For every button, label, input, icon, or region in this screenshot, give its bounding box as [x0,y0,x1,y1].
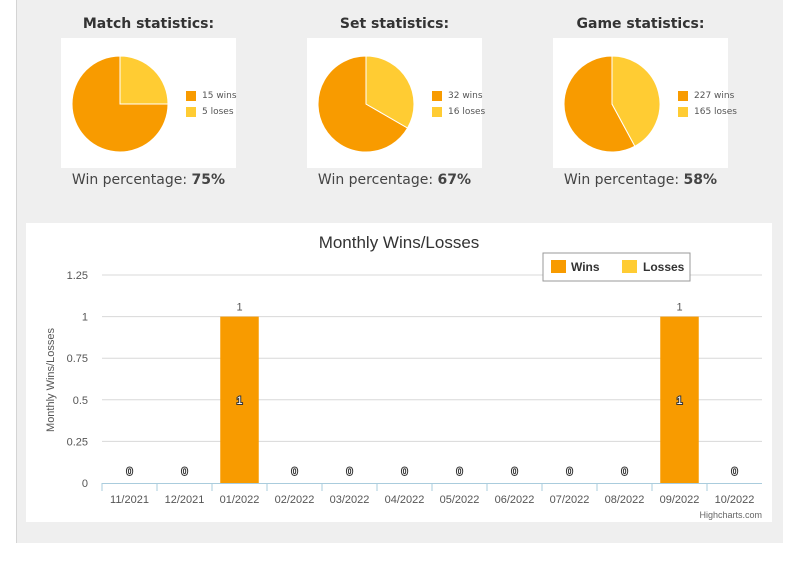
legend-losses-swatch [622,260,637,273]
set-pie-loses-slice[interactable] [365,55,415,129]
match-pie-loses-slice[interactable] [119,55,169,105]
match-legend-wins[interactable]: 15 wins [186,90,237,102]
bars [220,316,699,483]
set-pie-wins-slice[interactable] [317,55,409,153]
wins-bar[interactable] [220,316,259,483]
game-pie-loses-slice[interactable] [611,55,661,147]
highcharts-credit[interactable]: Highcharts.com [699,510,762,520]
game-pie-chart: 227 wins 165 loses [553,38,737,168]
match-loses-label: 5 loses [202,107,234,117]
x-tick-label: 08/2022 [605,494,645,506]
monthly-chart: Monthly Wins/Losses Monthly Wins/Losses … [26,223,772,522]
x-tick-label: 10/2022 [715,494,755,506]
y-axis-title: Monthly Wins/Losses [45,328,57,432]
bar-value-label: 0 [181,466,187,478]
x-tick-label: 11/2021 [110,494,149,506]
x-tick-label: 07/2022 [550,494,590,506]
bar-value-label: 0 [456,466,462,478]
legend-losses-label: Losses [643,260,685,274]
chart-title: Monthly Wins/Losses [319,233,480,252]
legend-wins-label: Wins [571,260,600,274]
match-pie-chart: 15 wins 5 loses [61,38,237,168]
game-loses-label: 165 loses [694,107,737,117]
y-tick-label: 0.75 [67,353,88,365]
game-pie-wins-slice[interactable] [563,55,636,153]
set-legend-loses[interactable]: 16 loses [432,106,485,118]
bar-value-label: 0 [346,466,352,478]
x-tick-label: 12/2021 [165,494,205,506]
win-percentage-label: Win percentage: [563,172,684,188]
stack-total-label: 1 [676,302,682,314]
win-percentage-label: Win percentage: [71,172,192,188]
set-win-percentage: Win percentage: 67% [277,172,512,188]
game-legend-loses[interactable]: 165 loses [678,106,737,118]
game-statistics-title: Game statistics: [576,16,705,32]
set-pie-chart: 32 wins 16 loses [307,38,485,168]
x-tick-label: 05/2022 [440,494,480,506]
axes: 0 0.25 0.5 0.75 1 1.25 11/2021 12/2021 01/2022 02… [67,270,762,506]
data-labels: 0 0 1 1 0 0 0 0 0 0 0 1 1 0 [125,302,738,479]
set-legend-wins[interactable]: 32 wins [432,90,483,102]
bar-value-label: 0 [291,466,297,478]
game-wins-label: 227 wins [694,91,735,101]
monthly-chart-svg: Monthly Wins/Losses Monthly Wins/Losses … [45,233,762,520]
x-tick-label: 03/2022 [330,494,370,506]
loses-swatch [678,107,688,117]
x-tick-label: 04/2022 [385,494,425,506]
game-pie-svg [563,55,661,153]
bar-value-label: 0 [731,466,737,478]
win-percentage-label: Win percentage: [317,172,438,188]
match-pie-svg [71,55,169,153]
wins-bar[interactable] [660,316,699,483]
legend-box [542,252,691,282]
stack-total-label: 1 [236,302,242,314]
y-tick-label: 0 [82,478,88,490]
game-legend-wins[interactable]: 227 wins [678,90,734,102]
bar-value-label: 0 [511,466,517,478]
wins-swatch [186,91,196,101]
game-win-percentage: Win percentage: 58% [523,172,758,188]
x-tick-label: 06/2022 [495,494,535,506]
y-tick-label: 0.5 [73,395,88,407]
match-pie-wins-slice[interactable] [71,55,169,153]
set-pie-svg [317,55,415,153]
win-percentage-value: 58% [683,172,718,188]
bar-value-label: 1 [676,395,682,407]
match-legend-loses[interactable]: 5 loses [186,106,234,118]
set-loses-label: 16 loses [448,107,486,117]
match-win-percentage: Win percentage: 75% [31,172,266,188]
wins-swatch [432,91,442,101]
x-tick-label: 01/2022 [220,494,260,506]
y-tick-label: 1.25 [67,270,88,282]
match-statistics-title: Match statistics: [82,16,215,32]
set-wins-label: 32 wins [448,91,483,101]
set-statistics-title: Set statistics: [339,16,450,32]
loses-swatch [432,107,442,117]
bar-value-label: 1 [236,395,242,407]
y-tick-label: 1 [82,312,88,324]
bar-value-label: 0 [401,466,407,478]
bar-value-label: 0 [126,466,132,478]
legend-item-losses[interactable]: Losses [622,260,685,274]
legend-item-wins[interactable]: Wins [551,260,600,274]
match-wins-label: 15 wins [202,91,237,101]
legend-wins-swatch [551,260,566,273]
x-tick-label: 09/2022 [660,494,700,506]
y-tick-label: 0.25 [67,436,88,448]
x-tick-label: 02/2022 [275,494,315,506]
win-percentage-value: 67% [437,172,472,188]
wins-swatch [678,91,688,101]
loses-swatch [186,107,196,117]
win-percentage-value: 75% [191,172,226,188]
bar-value-label: 0 [621,466,627,478]
chart-legend: Wins Losses [542,252,691,282]
bar-value-label: 0 [566,466,572,478]
